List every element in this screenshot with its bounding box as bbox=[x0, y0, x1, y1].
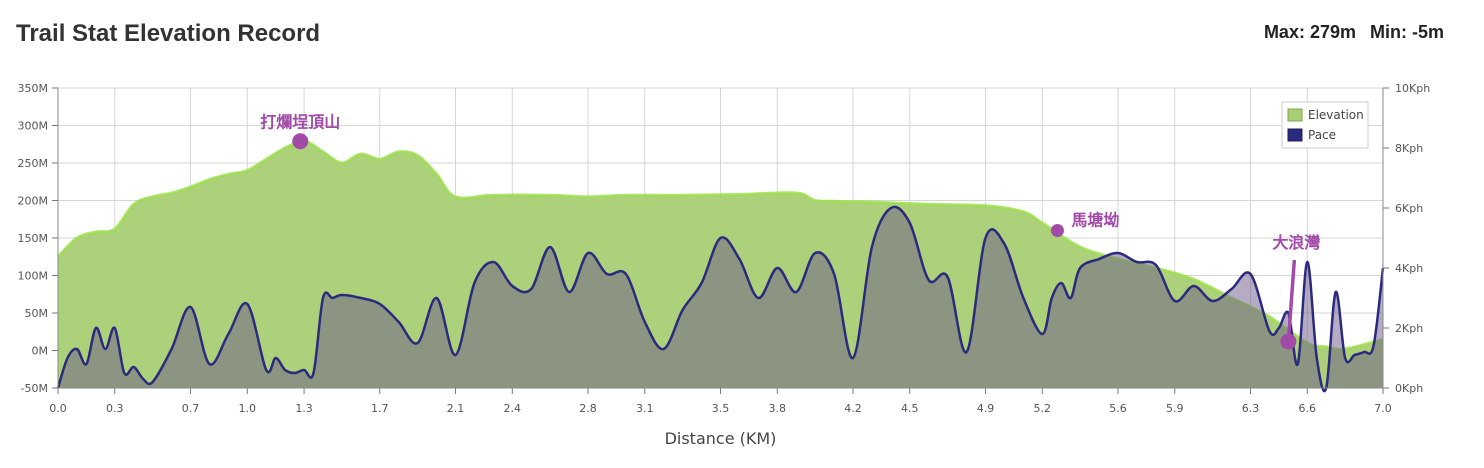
x-tick-label: 4.9 bbox=[977, 402, 995, 415]
y-right-tick-label: 10Kph bbox=[1395, 82, 1430, 95]
annotation-label: 打爛埕頂山 bbox=[260, 112, 340, 131]
x-tick-label: 0.0 bbox=[49, 402, 67, 415]
y-left-tick-label: -50M bbox=[21, 382, 48, 395]
elevation-stats: Max: 279m Min: -5m bbox=[1250, 22, 1444, 43]
y-left-tick-label: 50M bbox=[25, 307, 49, 320]
x-tick-label: 2.8 bbox=[579, 402, 597, 415]
x-tick-label: 3.1 bbox=[636, 402, 654, 415]
legend[interactable]: Elevation Pace bbox=[1281, 101, 1369, 149]
x-tick-label: 1.7 bbox=[371, 402, 389, 415]
legend-swatch-pace bbox=[1287, 128, 1303, 142]
x-tick-label: 0.7 bbox=[182, 402, 200, 415]
x-tick-label: 5.2 bbox=[1034, 402, 1052, 415]
y-right-tick-label: 0Kph bbox=[1395, 382, 1423, 395]
page-title: Trail Stat Elevation Record bbox=[16, 20, 321, 47]
legend-label-elevation: Elevation bbox=[1308, 108, 1364, 122]
y-left-tick-label: 250M bbox=[18, 157, 49, 170]
annotation-pointer bbox=[1286, 259, 1297, 342]
annotation-marker bbox=[292, 133, 309, 150]
x-axis-title: Distance (KM) bbox=[665, 429, 777, 448]
x-tick-label: 3.8 bbox=[769, 402, 787, 415]
y-right-tick-label: 4Kph bbox=[1395, 262, 1423, 275]
legend-label-pace: Pace bbox=[1308, 128, 1336, 142]
y-right-tick-label: 8Kph bbox=[1395, 142, 1423, 155]
y-right-tick-label: 6Kph bbox=[1395, 202, 1423, 215]
x-tick-label: 6.6 bbox=[1299, 402, 1317, 415]
y-left-tick-label: 150M bbox=[18, 232, 49, 245]
y-left-tick-label: 300M bbox=[18, 120, 49, 133]
annotation-marker bbox=[1280, 333, 1297, 350]
x-tick-label: 5.6 bbox=[1109, 402, 1127, 415]
y-left-tick-label: 200M bbox=[18, 195, 49, 208]
x-tick-label: 1.0 bbox=[239, 402, 257, 415]
axes: 0.0 0.3 0.7 1.0 1.3 1.7 2.1 2.4 2.8 3.1 3.5 3.8 4.2 4… bbox=[18, 82, 1431, 415]
pace-line bbox=[56, 205, 1385, 393]
x-tick-label: 2.4 bbox=[504, 402, 522, 415]
legend-swatch-elevation bbox=[1287, 108, 1303, 122]
series-areas bbox=[56, 139, 1385, 393]
x-tick-label: 6.3 bbox=[1242, 402, 1260, 415]
annotation-label: 大浪灣 bbox=[1272, 233, 1320, 252]
annotation-marker bbox=[1050, 224, 1064, 237]
min-elevation: Min: -5m bbox=[1370, 22, 1444, 42]
x-tick-label: 2.1 bbox=[447, 402, 465, 415]
x-tick-label: 4.5 bbox=[901, 402, 919, 415]
x-tick-label: 7.0 bbox=[1374, 402, 1392, 415]
x-tick-label: 1.3 bbox=[295, 402, 313, 415]
x-tick-label: 5.9 bbox=[1166, 402, 1184, 415]
annotation-label: 馬塘坳 bbox=[1071, 211, 1119, 230]
y-left-tick-label: 0M bbox=[32, 345, 49, 358]
y-left-tick-label: 350M bbox=[18, 82, 49, 95]
x-tick-label: 3.5 bbox=[712, 402, 730, 415]
x-tick-label: 0.3 bbox=[106, 402, 124, 415]
max-elevation: Max: 279m bbox=[1263, 22, 1356, 42]
y-right-tick-label: 2Kph bbox=[1395, 322, 1423, 335]
x-tick-label: 4.2 bbox=[844, 402, 862, 415]
y-left-tick-label: 100M bbox=[18, 270, 49, 283]
pace-area bbox=[58, 206, 1383, 392]
